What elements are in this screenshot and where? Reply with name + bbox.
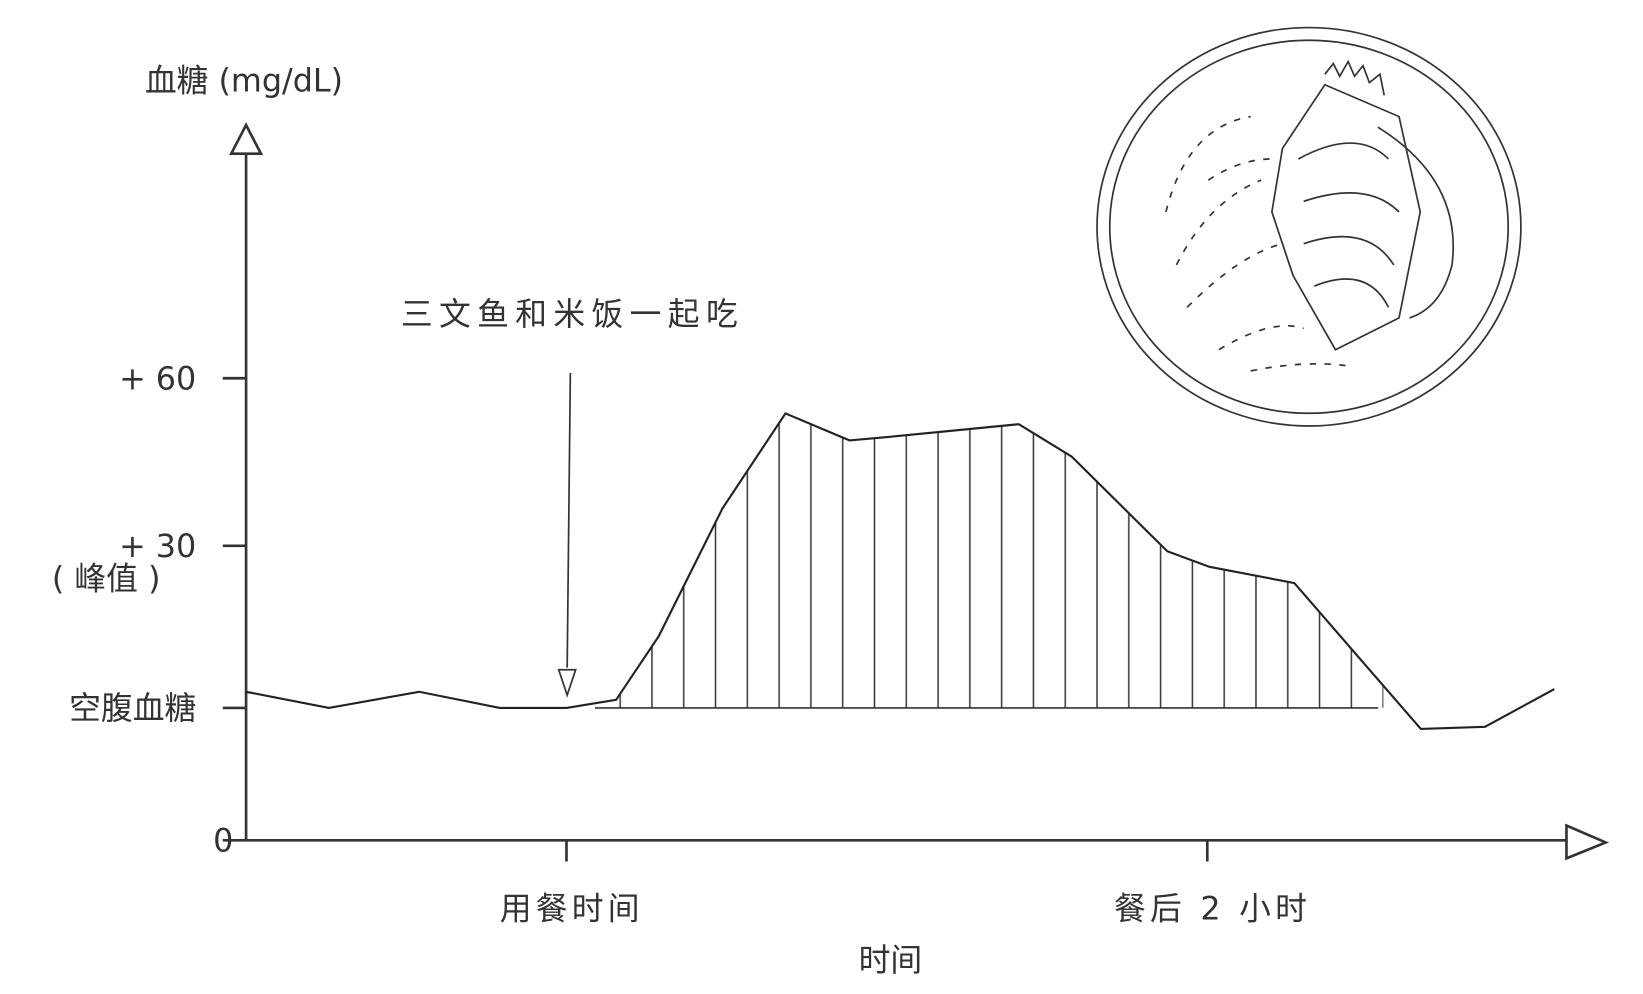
y-tick-label: 0 — [213, 822, 233, 859]
hatched-area — [616, 413, 1384, 708]
peak-label: ( 峰值 ) — [52, 561, 161, 598]
y-tick-label: + 30 — [119, 528, 196, 565]
x-tick-label: 餐后 2 小时 — [1114, 890, 1311, 927]
glucose-line — [245, 412, 1555, 731]
y-axis-arrow — [229, 122, 264, 155]
annotation-arrow — [566, 373, 572, 668]
annotation-arrowhead — [557, 668, 577, 698]
x-axis-arrow — [1565, 823, 1610, 861]
y-tick-label: 空腹血糖 — [69, 690, 196, 727]
x-axis-title: 时间 — [859, 942, 923, 979]
y-tick-label: + 60 — [119, 360, 196, 397]
plate-illustration — [1096, 26, 1522, 427]
x-tick-label: 用餐时间 — [500, 890, 644, 927]
y-axis-title: 血糖 (mg/dL) — [145, 63, 343, 100]
annotation: 三文鱼和米饭一起吃 — [401, 296, 744, 333]
